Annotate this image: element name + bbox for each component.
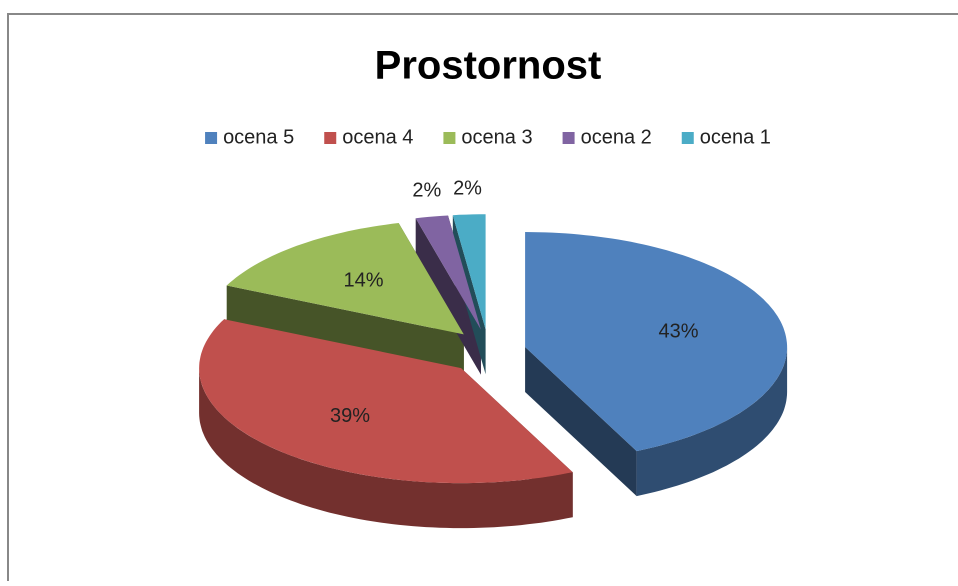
slice-wall [199, 368, 573, 529]
data-label: 2% [453, 177, 482, 199]
legend-label: ocena 5 [223, 126, 294, 148]
pie-slice [525, 232, 788, 452]
chart-title: Prostornost [375, 44, 602, 88]
pie-slice [415, 215, 481, 330]
slice-side [525, 347, 637, 497]
legend-label: ocena 2 [581, 126, 652, 148]
legend-label: ocena 1 [700, 126, 771, 148]
pie-slice [199, 319, 573, 484]
legend-label: ocena 3 [461, 126, 532, 148]
data-label: 14% [344, 270, 384, 292]
legend-swatch [205, 132, 218, 144]
legend-swatch [443, 132, 456, 144]
data-label: 2% [412, 180, 441, 202]
legend: ocena 5 ocena 4 ocena 3 ocena 2 ocena 1 [205, 126, 771, 148]
slice-side [415, 218, 481, 375]
slice-side [226, 285, 464, 380]
slice-wall [636, 347, 788, 497]
pie-slice [452, 214, 486, 330]
data-label: 39% [330, 405, 370, 427]
data-label: 43% [658, 320, 698, 342]
legend-swatch [324, 132, 337, 144]
pie-tops: 43% 39% 14% 2% 2% [199, 177, 788, 484]
legend-label: ocena 4 [342, 126, 413, 148]
pie-slice [226, 223, 464, 335]
legend-swatch [681, 132, 694, 144]
legend-swatch [562, 132, 575, 144]
